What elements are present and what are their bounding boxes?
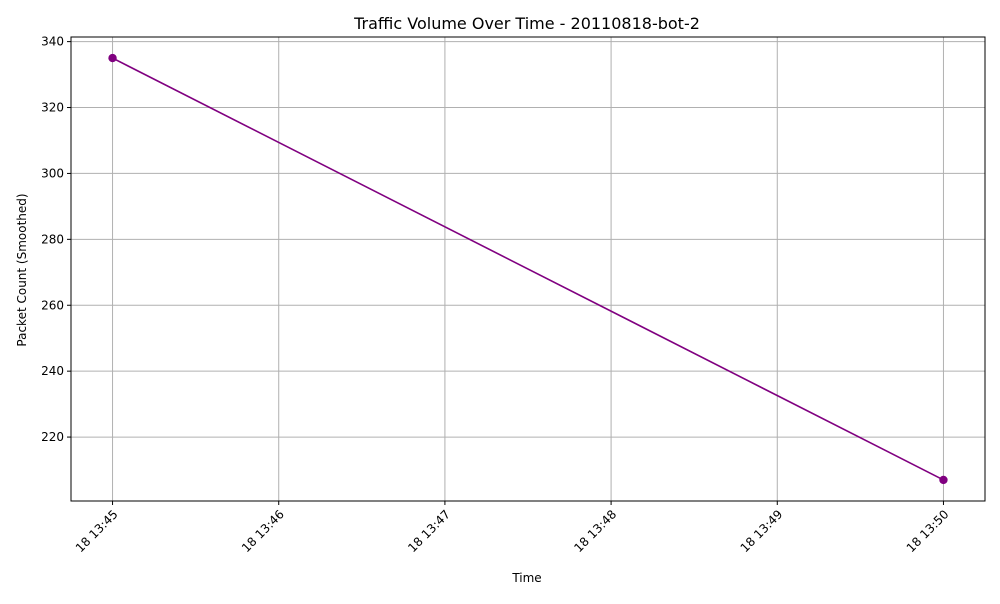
data-point xyxy=(939,475,948,485)
y-tick-label: 320 xyxy=(41,101,64,115)
data-point xyxy=(108,53,117,63)
x-tick-label: 18 13:46 xyxy=(239,507,287,555)
plot-area-frame xyxy=(70,36,986,502)
y-tick-label: 220 xyxy=(41,430,64,444)
series-layer xyxy=(108,53,948,485)
y-axis-label: Packet Count (Smoothed) xyxy=(15,193,29,346)
x-axis-label: Time xyxy=(511,571,541,585)
x-tick-label: 18 13:48 xyxy=(571,507,619,555)
y-tick-label: 280 xyxy=(41,232,64,246)
grid xyxy=(71,37,985,501)
y-tick-label: 300 xyxy=(41,166,64,180)
x-tick-label: 18 13:47 xyxy=(405,507,453,555)
x-tick-label: 18 13:49 xyxy=(738,507,786,555)
y-tick-label: 240 xyxy=(41,364,64,378)
x-tick-label: 18 13:45 xyxy=(73,507,121,555)
axis-ticks: 18 13:45 18 13:46 18 13:47 18 13:48 18 13:49… xyxy=(41,35,951,555)
y-tick-label: 340 xyxy=(41,35,64,49)
series-line xyxy=(112,57,944,481)
chart-title: Traffic Volume Over Time - 20110818-bot-… xyxy=(353,14,700,33)
y-tick-label: 260 xyxy=(41,298,64,312)
x-tick-label: 18 13:50 xyxy=(904,507,952,555)
